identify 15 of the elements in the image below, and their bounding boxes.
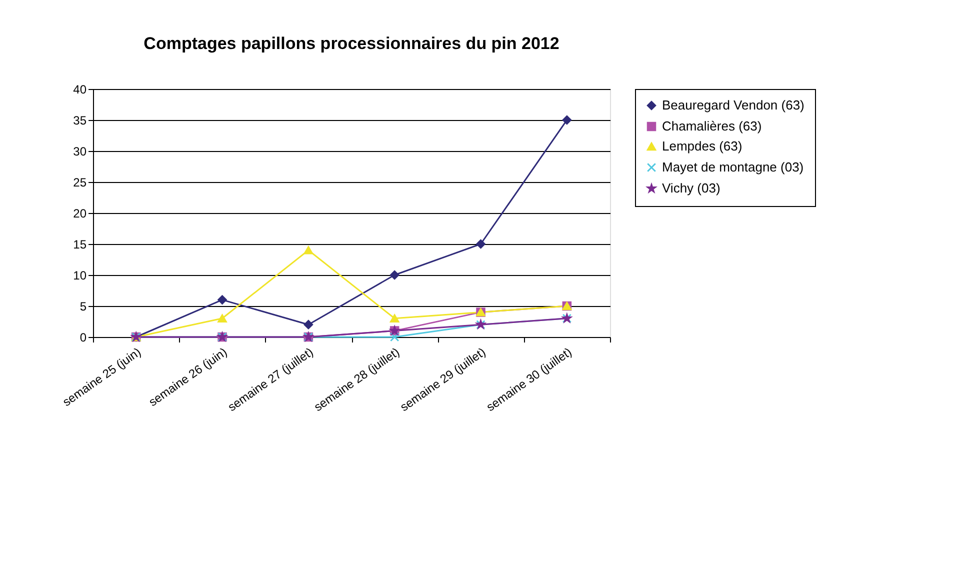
y-tick-label: 35 [73, 114, 87, 128]
legend-label: Beauregard Vendon (63) [662, 98, 804, 112]
legend-label: Chamalières (63) [662, 118, 762, 134]
chart-title: Comptages papillons processionnaires du pin 2012 [144, 34, 560, 53]
legend-label: Lempdes (63) [662, 138, 742, 154]
y-tick-label: 20 [73, 206, 87, 220]
y-tick-label: 10 [73, 268, 87, 282]
y-tick-label: 5 [80, 300, 87, 314]
legend-label: Mayet de montagne (03) [662, 160, 804, 174]
y-tick-label: 0 [80, 330, 87, 344]
y-tick-label: 25 [73, 176, 87, 190]
y-tick-label: 30 [73, 144, 87, 158]
y-tick-label: 40 [73, 82, 87, 96]
y-tick-label: 15 [73, 238, 87, 252]
legend-label: Vichy (03) [662, 180, 720, 196]
